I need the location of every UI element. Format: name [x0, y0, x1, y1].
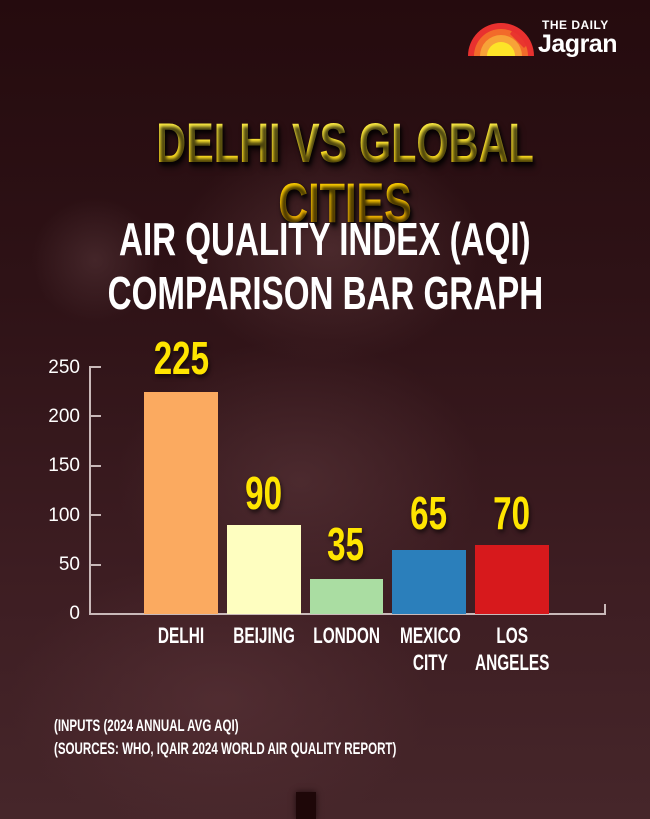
y-tick-label: 0 — [69, 603, 80, 624]
bar-mexico-city — [392, 550, 466, 614]
y-tick-label: 150 — [48, 455, 80, 476]
y-tick-200 — [89, 415, 101, 417]
category-label-delhi: DELHI — [157, 623, 205, 648]
y-tick-label: 50 — [58, 554, 80, 575]
y-tick-label: 200 — [48, 406, 80, 427]
bar-los-angeles — [475, 545, 549, 614]
main-title: DELHI VS GLOBAL CITIES — [0, 113, 650, 233]
bar-value-los-angeles: 70 — [493, 487, 531, 539]
chart-subtitle-line1: AIR QUALITY INDEX (AQI) — [0, 213, 650, 265]
footnote-sources: (SOURCES: WHO, IQAIR 2024 WORLD AIR QUAL… — [54, 739, 397, 758]
y-tick-label: 100 — [48, 505, 80, 526]
main-title-text: DELHI VS GLOBAL CITIES — [119, 113, 570, 233]
bar-london — [310, 579, 383, 614]
y-tick-50 — [89, 564, 101, 566]
category-label-beijing: BEIJING — [233, 623, 295, 648]
jagran-logo: THE DAILY Jagran — [466, 16, 636, 60]
logo-text-small: THE DAILY — [542, 18, 609, 32]
y-axis — [89, 366, 91, 615]
bar-value-delhi: 225 — [153, 332, 209, 384]
bar-value-mexico-city: 65 — [410, 487, 448, 539]
category-label-mexico-city: MEXICO CITY — [399, 623, 461, 675]
y-tick-label: 250 — [48, 357, 80, 378]
bar-value-london: 35 — [327, 518, 365, 570]
x-axis — [89, 613, 606, 615]
y-tick-100 — [89, 514, 101, 516]
x-axis-end-tick — [604, 604, 606, 614]
bar-beijing — [227, 525, 301, 614]
y-tick-250 — [89, 366, 101, 368]
bar-delhi — [144, 392, 218, 614]
logo-text-big: Jagran — [538, 30, 617, 58]
category-label-london: LONDON — [313, 623, 381, 648]
footnote-inputs: (INPUTS (2024 ANNUAL AVG AQI) — [54, 716, 239, 735]
chimney-silhouette — [296, 792, 316, 819]
category-label-los-angeles: LOS ANGELES — [474, 623, 550, 675]
chart-subtitle-line2: COMPARISON BAR GRAPH — [0, 267, 650, 319]
subtitle-line1-text: AIR QUALITY INDEX (AQI) — [119, 213, 531, 265]
y-tick-150 — [89, 465, 101, 467]
subtitle-line2-text: COMPARISON BAR GRAPH — [107, 267, 543, 319]
bar-value-beijing: 90 — [245, 467, 283, 519]
sun-logo-icon — [468, 23, 534, 56]
